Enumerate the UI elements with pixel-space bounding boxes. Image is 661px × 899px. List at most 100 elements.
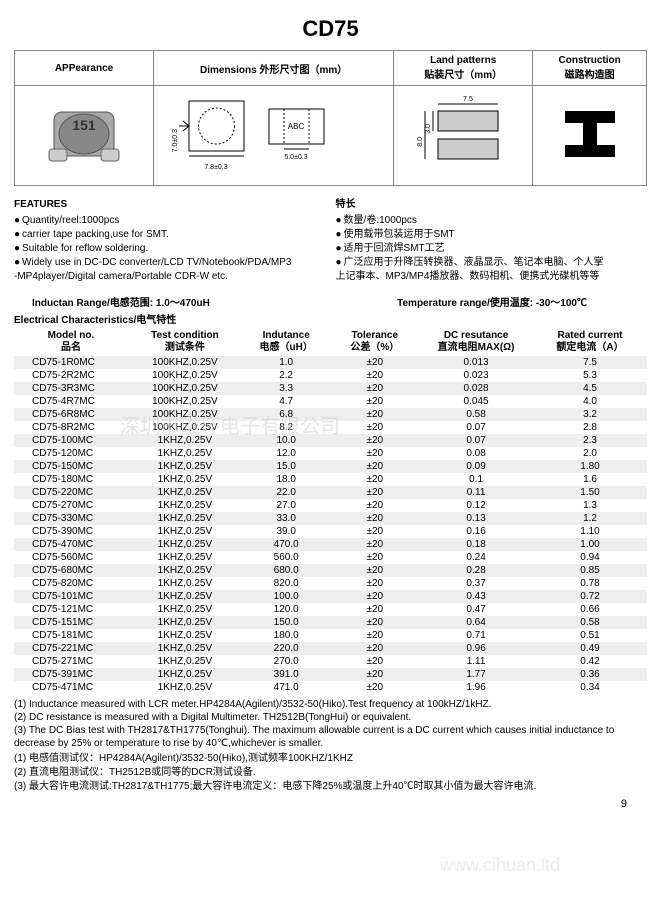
table-cell: 0.07 [419, 421, 533, 434]
table-row: CD75-560MC1KHZ,0.25V560.0±200.240.94 [14, 551, 647, 564]
table-cell: 1.10 [533, 525, 647, 538]
table-cell: 100KHZ,0.25V [128, 382, 242, 395]
table-cell: 2.3 [533, 434, 647, 447]
table-cell: CD75-271MC [14, 655, 128, 668]
column-header: Model no.品名 [14, 328, 128, 356]
table-cell: 820.0 [242, 577, 331, 590]
th-appearance: APPearance [15, 51, 154, 86]
table-cell: 1KHZ,0.25V [128, 447, 242, 460]
table-cell: 0.34 [533, 681, 647, 694]
table-row: CD75-391MC1KHZ,0.25V391.0±201.770.36 [14, 668, 647, 681]
table-cell: 0.028 [419, 382, 533, 395]
table-cell: ±20 [330, 642, 419, 655]
inductance-range: Inductan Range/电感范围: 1.0～470uH [32, 294, 210, 309]
table-cell: 100KHZ,0.25V [128, 408, 242, 421]
header-table: APPearance Dimensions 外形尺寸图（mm） Land pat… [14, 50, 647, 186]
table-cell: 1.80 [533, 460, 647, 473]
table-cell: CD75-2R2MC [14, 369, 128, 382]
table-cell: 1KHZ,0.25V [128, 629, 242, 642]
table-row: CD75-390MC1KHZ,0.25V39.0±200.161.10 [14, 525, 647, 538]
table-cell: 0.72 [533, 590, 647, 603]
table-cell: 100KHZ,0.25V [128, 395, 242, 408]
table-row: CD75-101MC1KHZ,0.25V100.0±200.430.72 [14, 590, 647, 603]
table-cell: ±20 [330, 525, 419, 538]
table-cell: ±20 [330, 369, 419, 382]
table-row: CD75-680MC1KHZ,0.25V680.0±200.280.85 [14, 564, 647, 577]
table-cell: ±20 [330, 486, 419, 499]
table-cell: 220.0 [242, 642, 331, 655]
column-header: Indutance电感（uH） [242, 328, 331, 356]
table-cell: CD75-391MC [14, 668, 128, 681]
table-cell: 180.0 [242, 629, 331, 642]
th-land: Land patterns 贴装尺寸（mm） [394, 51, 533, 86]
construction-cell [533, 86, 647, 186]
table-cell: CD75-4R7MC [14, 395, 128, 408]
table-cell: 3.2 [533, 408, 647, 421]
feature-item: 广泛应用于升降压转换器、液晶显示、笔记本电脑、个人掌 上记事本、MP3/MP4播… [336, 256, 648, 284]
table-cell: CD75-181MC [14, 629, 128, 642]
range-line: Inductan Range/电感范围: 1.0～470uH Temperatu… [14, 294, 647, 309]
appearance-cell: 151 [15, 86, 154, 186]
table-cell: ±20 [330, 499, 419, 512]
table-cell: 150.0 [242, 616, 331, 629]
table-cell: ±20 [330, 577, 419, 590]
table-cell: 2.0 [533, 447, 647, 460]
table-cell: CD75-100MC [14, 434, 128, 447]
table-cell: 4.5 [533, 382, 647, 395]
table-cell: 0.42 [533, 655, 647, 668]
column-header: Tolerance公差（%） [330, 328, 419, 356]
table-cell: 1.2 [533, 512, 647, 525]
table-cell: CD75-330MC [14, 512, 128, 525]
table-row: CD75-820MC1KHZ,0.25V820.0±200.370.78 [14, 577, 647, 590]
table-cell: 7.5 [533, 356, 647, 369]
table-cell: CD75-150MC [14, 460, 128, 473]
table-cell: ±20 [330, 395, 419, 408]
watermark-url: www.cihuan.ltd [440, 855, 560, 876]
table-row: CD75-4R7MC100KHZ,0.25V4.7±200.0454.0 [14, 395, 647, 408]
table-cell: 5.3 [533, 369, 647, 382]
table-cell: 18.0 [242, 473, 331, 486]
table-row: CD75-120MC1KHZ,0.25V12.0±200.082.0 [14, 447, 647, 460]
dimensions-drawing: 7.0±0.3 7.8±0.3 ABC 5.0±0.3 [164, 89, 384, 179]
features-zh-col: 特长 数量/卷:1000pcs使用载带包装运用于SMT适用于回流焊SMT工艺广泛… [336, 198, 648, 284]
table-cell: 1KHZ,0.25V [128, 668, 242, 681]
note-line: (2) DC resistance is measured with a Dig… [14, 711, 647, 724]
construction-drawing [555, 99, 625, 169]
dimensions-cell: 7.0±0.3 7.8±0.3 ABC 5.0±0.3 [154, 86, 394, 186]
table-row: CD75-2R2MC100KHZ,0.25V2.2±200.0235.3 [14, 369, 647, 382]
table-cell: ±20 [330, 512, 419, 525]
features-en-head: FEATURES [14, 198, 326, 212]
note-line: (1) 电感值测试仪：HP4284A(Agilent)/3532-50(Hiko… [14, 752, 647, 766]
table-cell: 1KHZ,0.25V [128, 473, 242, 486]
svg-text:7.0±0.3: 7.0±0.3 [172, 129, 179, 152]
table-cell: 0.78 [533, 577, 647, 590]
table-cell: CD75-270MC [14, 499, 128, 512]
table-cell: 560.0 [242, 551, 331, 564]
notes-zh: (1) 电感值测试仪：HP4284A(Agilent)/3532-50(Hiko… [14, 752, 647, 794]
svg-text:ABC: ABC [287, 122, 304, 131]
table-cell: 1KHZ,0.25V [128, 460, 242, 473]
table-cell: ±20 [330, 590, 419, 603]
table-cell: 0.36 [533, 668, 647, 681]
svg-text:7.5: 7.5 [463, 96, 473, 103]
table-cell: 120.0 [242, 603, 331, 616]
table-cell: 1KHZ,0.25V [128, 681, 242, 694]
table-cell: 0.51 [533, 629, 647, 642]
feature-item: 适用于回流焊SMT工艺 [336, 242, 648, 256]
th-dimensions: Dimensions 外形尺寸图（mm） [154, 51, 394, 86]
table-cell: 1.50 [533, 486, 647, 499]
table-row: CD75-6R8MC100KHZ,0.25V6.8±200.583.2 [14, 408, 647, 421]
table-cell: 0.24 [419, 551, 533, 564]
table-cell: 1.0 [242, 356, 331, 369]
table-cell: 22.0 [242, 486, 331, 499]
table-cell: 1.00 [533, 538, 647, 551]
table-cell: 0.045 [419, 395, 533, 408]
table-cell: 100KHZ,0.25V [128, 369, 242, 382]
table-cell: 0.1 [419, 473, 533, 486]
inductor-drawing: 151 [39, 94, 129, 174]
note-line: (3) 最大容许电流测试:TH2817&TH1775;最大容许电流定义：电感下降… [14, 780, 647, 794]
table-cell: CD75-220MC [14, 486, 128, 499]
table-cell: 1KHZ,0.25V [128, 551, 242, 564]
table-cell: 27.0 [242, 499, 331, 512]
table-row: CD75-330MC1KHZ,0.25V33.0±200.131.2 [14, 512, 647, 525]
